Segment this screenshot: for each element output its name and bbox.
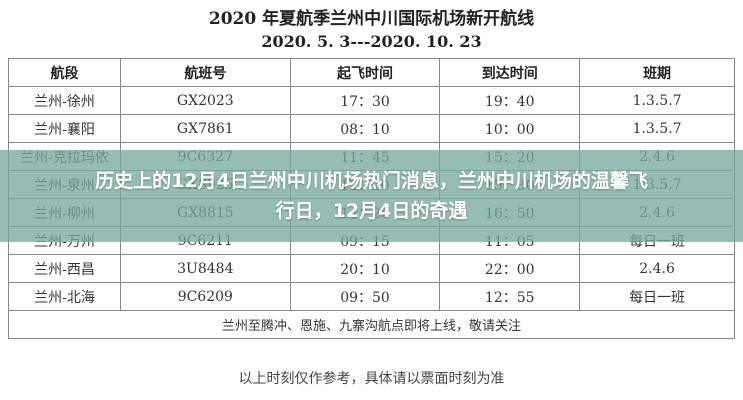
table-cell: 20：10 [289, 254, 441, 283]
table-row: 兰州-徐州 GX2023 17：30 19：40 1.3.5.7 [8, 86, 735, 115]
note-cell: 兰州至腾冲、恩施、九寨沟航点即将上线，敬请关注 [8, 310, 735, 339]
note-row: 兰州至腾冲、恩施、九寨沟航点即将上线，敬请关注 [8, 310, 735, 339]
table-cell: 每日一班 [579, 282, 735, 311]
title: 2020 年夏航季兰州中川国际机场新开航线 [208, 9, 535, 29]
column-header: 航段 [8, 58, 121, 87]
subtitle: 2020. 5. 3---2020. 10. 23 [261, 32, 482, 51]
table-row: 兰州-襄阳 GX7861 08：10 10：00 1.3.5.7 [8, 114, 735, 143]
column-header: 航班号 [119, 58, 291, 87]
column-header: 到达时间 [439, 58, 581, 87]
table-cell: 1.3.5.7 [579, 86, 735, 115]
column-header: 班期 [579, 58, 735, 87]
table-cell: 3U8484 [119, 254, 291, 283]
table-cell: 兰州-北海 [8, 282, 121, 311]
table-cell: 兰州-西昌 [8, 254, 121, 283]
table-row: 兰州-西昌 3U8484 20：10 22：00 2.4.6 [8, 254, 735, 283]
table-cell: 17：30 [289, 86, 441, 115]
table-row: 兰州-北海 9C6209 09：50 12：55 每日一班 [8, 282, 735, 311]
table-cell: GX7861 [119, 114, 291, 143]
table-cell: 12：55 [439, 282, 581, 311]
table-cell: 兰州-襄阳 [8, 114, 121, 143]
table-cell: 09：50 [289, 282, 441, 311]
table-cell: 08：10 [289, 114, 441, 143]
table-cell: 22：00 [439, 254, 581, 283]
overlay-banner: 历史上的12月4日兰州中川机场热门消息，兰州中川机场的温馨飞行日，12月4日的奇… [0, 150, 743, 242]
headline: 历史上的12月4日兰州中川机场热门消息，兰州中川机场的温馨飞行日，12月4日的奇… [95, 170, 648, 222]
table-cell: 1.3.5.7 [579, 114, 735, 143]
table-cell: 19：40 [439, 86, 581, 115]
column-header: 起飞时间 [289, 58, 441, 87]
table-cell: 兰州-徐州 [8, 86, 121, 115]
table-cell: 9C6209 [119, 282, 291, 311]
table-cell: 2.4.6 [579, 254, 735, 283]
footer: 以上时刻仅作参考，具体请以票面时刻为准 [238, 371, 505, 387]
table-cell: GX2023 [119, 86, 291, 115]
header-row: 航段 航班号 起飞时间 到达时间 班期 [8, 58, 735, 87]
table-cell: 10：00 [439, 114, 581, 143]
